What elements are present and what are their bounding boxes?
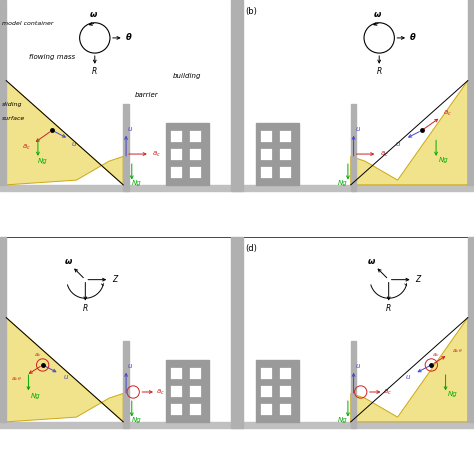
Text: $a_{c\theta}$: $a_{c\theta}$ bbox=[11, 375, 22, 383]
Text: $a_c$: $a_c$ bbox=[383, 387, 392, 397]
Text: ω: ω bbox=[374, 10, 381, 19]
Text: model container: model container bbox=[2, 21, 54, 26]
Text: ω: ω bbox=[90, 10, 97, 19]
Text: R: R bbox=[376, 67, 382, 76]
Bar bbox=[280, 166, 292, 178]
Bar bbox=[468, 0, 474, 185]
Text: $a_c$: $a_c$ bbox=[432, 351, 440, 358]
Bar bbox=[280, 148, 292, 160]
Text: $a_c$: $a_c$ bbox=[156, 387, 164, 397]
Polygon shape bbox=[351, 318, 468, 422]
Bar bbox=[237, 422, 474, 428]
Text: Ng: Ng bbox=[31, 393, 40, 399]
Text: Ng: Ng bbox=[438, 157, 448, 163]
Text: $a_c$: $a_c$ bbox=[22, 142, 30, 152]
Bar bbox=[170, 130, 182, 142]
Text: R: R bbox=[92, 67, 98, 76]
Bar bbox=[260, 385, 272, 397]
Bar bbox=[166, 360, 209, 422]
Bar bbox=[260, 130, 272, 142]
Bar bbox=[123, 104, 129, 191]
Bar bbox=[237, 185, 474, 191]
Bar bbox=[190, 148, 201, 160]
Text: flowing mass: flowing mass bbox=[29, 54, 75, 60]
Text: R: R bbox=[82, 304, 88, 313]
Bar bbox=[190, 367, 201, 379]
Text: ω: ω bbox=[368, 256, 375, 265]
Bar bbox=[237, 237, 243, 428]
Text: u: u bbox=[355, 127, 360, 132]
Text: Ng: Ng bbox=[448, 392, 457, 397]
Text: Ng: Ng bbox=[132, 418, 141, 423]
Text: R: R bbox=[386, 304, 392, 313]
Bar bbox=[170, 367, 182, 379]
Polygon shape bbox=[6, 81, 123, 185]
Bar bbox=[260, 367, 272, 379]
Bar bbox=[260, 166, 272, 178]
Text: (d): (d) bbox=[245, 245, 257, 253]
Bar bbox=[0, 422, 237, 428]
Bar bbox=[351, 104, 356, 191]
Text: $a_c$: $a_c$ bbox=[34, 351, 42, 358]
Text: Ng: Ng bbox=[338, 418, 348, 423]
Text: building: building bbox=[173, 73, 201, 79]
Bar bbox=[231, 0, 237, 191]
Bar bbox=[170, 385, 182, 397]
Text: u: u bbox=[128, 127, 132, 132]
Text: sliding: sliding bbox=[2, 102, 23, 107]
Text: u: u bbox=[405, 374, 410, 380]
Bar bbox=[190, 166, 201, 178]
Text: Ng: Ng bbox=[38, 158, 47, 164]
Bar bbox=[170, 166, 182, 178]
Text: barrier: barrier bbox=[135, 92, 159, 98]
Bar bbox=[237, 0, 243, 191]
Bar bbox=[351, 341, 356, 428]
Text: surface: surface bbox=[2, 116, 26, 121]
Text: Z: Z bbox=[112, 275, 117, 284]
Bar bbox=[231, 237, 237, 428]
Text: Ng: Ng bbox=[132, 181, 141, 186]
Bar bbox=[280, 385, 292, 397]
Bar bbox=[190, 403, 201, 415]
Text: $a_{c\theta}$: $a_{c\theta}$ bbox=[452, 347, 463, 355]
Text: u: u bbox=[128, 364, 132, 369]
Bar bbox=[260, 403, 272, 415]
Bar bbox=[190, 385, 201, 397]
Text: $a_c$: $a_c$ bbox=[153, 149, 161, 159]
Text: ω: ω bbox=[64, 256, 72, 265]
Text: $a_c$: $a_c$ bbox=[380, 149, 389, 159]
Bar bbox=[280, 403, 292, 415]
Text: u: u bbox=[396, 141, 401, 146]
Text: θ: θ bbox=[125, 34, 131, 42]
Bar bbox=[256, 360, 299, 422]
Text: θ: θ bbox=[410, 34, 415, 42]
Bar bbox=[280, 367, 292, 379]
Bar bbox=[170, 403, 182, 415]
Text: Z: Z bbox=[415, 275, 420, 284]
Polygon shape bbox=[6, 318, 123, 422]
Bar bbox=[260, 148, 272, 160]
Bar bbox=[166, 123, 209, 185]
Text: $a_c$: $a_c$ bbox=[444, 109, 452, 118]
Text: Ng: Ng bbox=[338, 181, 348, 186]
Bar bbox=[0, 0, 6, 185]
Bar bbox=[190, 130, 201, 142]
Text: u: u bbox=[63, 374, 68, 380]
Bar bbox=[0, 185, 237, 191]
Bar bbox=[280, 130, 292, 142]
Bar bbox=[0, 237, 6, 422]
Polygon shape bbox=[351, 81, 468, 185]
Bar bbox=[123, 341, 129, 428]
Text: (b): (b) bbox=[245, 8, 257, 16]
Text: u: u bbox=[71, 141, 76, 146]
Bar bbox=[170, 148, 182, 160]
Bar bbox=[468, 237, 474, 422]
Text: u: u bbox=[355, 364, 360, 369]
Bar bbox=[256, 123, 299, 185]
